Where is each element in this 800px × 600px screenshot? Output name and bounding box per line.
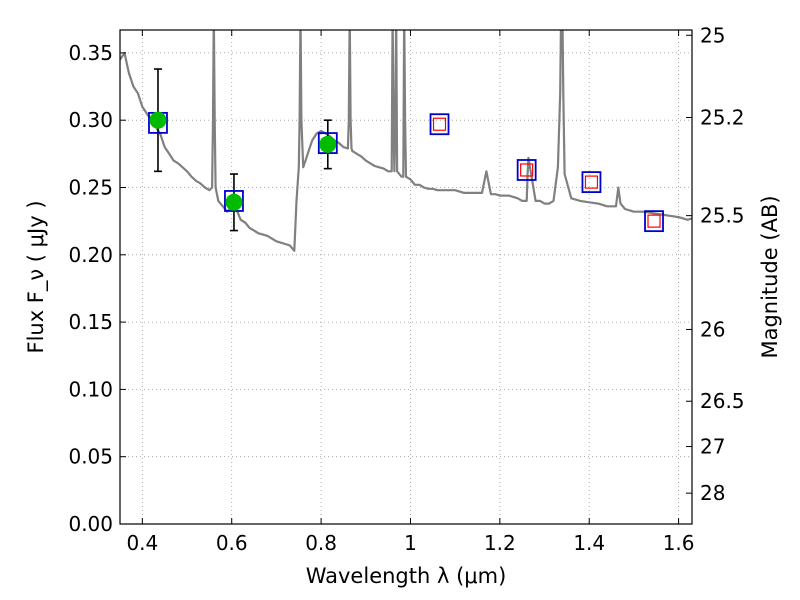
- plot-area: [120, 30, 692, 252]
- y-tick-label: 0.20: [68, 243, 113, 267]
- y-tick-label: 0.10: [68, 377, 113, 401]
- x-tick-label: 0.8: [305, 531, 337, 555]
- ticks: [120, 30, 692, 525]
- x-axis-label: Wavelength λ (μm): [306, 564, 507, 588]
- model-spectrum: [120, 30, 692, 252]
- observed-photometry-point: [319, 135, 337, 153]
- y2-tick-label: 27: [700, 435, 725, 459]
- y2-tick-label: 25.2: [700, 105, 745, 129]
- y-axis-label: Flux F_ν ( μJy ): [24, 200, 49, 353]
- markers: [148, 111, 664, 233]
- x-tick-label: 1.4: [573, 531, 605, 555]
- y2-tick-label: 26.5: [700, 389, 745, 413]
- y2-tick-label: 28: [700, 481, 725, 505]
- upper-point-square: [647, 214, 661, 228]
- upper-point-square: [432, 117, 447, 131]
- model-spectrum-line: [120, 30, 692, 252]
- x-tick-label: 0.6: [216, 531, 248, 555]
- y2-tick-label: 26: [700, 317, 725, 341]
- x-tick-label: 0.4: [126, 531, 158, 555]
- model-photometry-square: [224, 190, 244, 212]
- y2-axis-label: Magnitude (AB): [758, 195, 782, 358]
- y2-tick-label: 25.5: [700, 204, 745, 228]
- model-photometry-square: [581, 171, 602, 194]
- y-tick-label: 0.15: [68, 310, 113, 334]
- y2-tick-label: 25: [700, 23, 725, 47]
- tick-labels: 0.4 0.6 0.8 1 1.2 1.4 1.6 0.00 0.05 0.10 0.15 0.20 0…: [68, 23, 744, 555]
- x-tick-label: 1: [404, 531, 417, 555]
- y-tick-label: 0.25: [68, 175, 113, 199]
- y-tick-label: 0.00: [68, 512, 113, 536]
- y-tick-label: 0.30: [68, 108, 113, 132]
- model-photometry-square: [317, 132, 338, 154]
- upper-point-square: [584, 175, 599, 189]
- y-tick-label: 0.35: [68, 41, 113, 65]
- x-tick-label: 1.6: [663, 531, 695, 555]
- y-tick-label: 0.05: [68, 445, 113, 469]
- model-photometry-square: [429, 113, 450, 136]
- upper-point-square: [520, 163, 534, 177]
- model-photometry-square: [516, 159, 537, 181]
- plot-frame: [119, 29, 693, 525]
- observed-photometry-point: [149, 111, 167, 129]
- x-tick-label: 1.2: [484, 531, 516, 555]
- model-photometry-square: [644, 210, 664, 233]
- observed-photometry-point: [225, 193, 243, 211]
